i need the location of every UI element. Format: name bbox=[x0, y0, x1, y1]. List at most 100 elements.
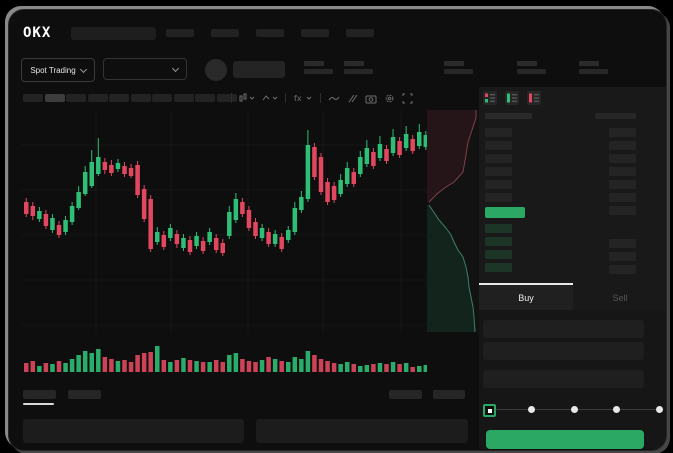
order-book-amount-row bbox=[609, 128, 636, 137]
order-book-amount-row bbox=[609, 154, 636, 163]
order-input[interactable] bbox=[483, 320, 644, 338]
stat-value bbox=[517, 69, 546, 74]
nav-item[interactable] bbox=[301, 29, 329, 37]
nav-item[interactable] bbox=[346, 29, 374, 37]
order-book-amount-row bbox=[609, 252, 636, 261]
ask-row bbox=[485, 180, 512, 189]
slider-handle[interactable] bbox=[483, 404, 496, 417]
compare-icon[interactable] bbox=[347, 93, 358, 104]
divider bbox=[285, 93, 286, 103]
order-book-bids-icon[interactable] bbox=[505, 91, 519, 105]
ticker-stat bbox=[344, 61, 373, 74]
orders-action-1[interactable] bbox=[389, 390, 422, 399]
orders-action-2[interactable] bbox=[433, 390, 465, 399]
slider-stop[interactable] bbox=[655, 406, 663, 413]
bid-row bbox=[485, 250, 512, 259]
divider bbox=[231, 93, 232, 103]
top-nav bbox=[166, 29, 374, 37]
nav-item[interactable] bbox=[211, 29, 239, 37]
ticker-stat bbox=[579, 61, 608, 74]
order-book-amount-row bbox=[609, 141, 636, 150]
timeframe-button[interactable] bbox=[216, 94, 237, 102]
nav-item[interactable] bbox=[166, 29, 194, 37]
pair-selector-dropdown[interactable] bbox=[103, 58, 187, 80]
timeframe-button[interactable] bbox=[195, 94, 215, 102]
app-window: OKX Spot Trading fx bbox=[8, 9, 667, 451]
ask-row bbox=[485, 193, 512, 202]
active-tab-underline bbox=[23, 403, 54, 405]
settings-gear-icon[interactable] bbox=[384, 93, 395, 104]
slider-stop[interactable] bbox=[570, 406, 578, 413]
search-input[interactable] bbox=[71, 27, 156, 40]
stat-value bbox=[304, 69, 333, 74]
order-form-tabs: Buy Sell bbox=[479, 283, 666, 310]
slider-stop[interactable] bbox=[613, 406, 620, 413]
order-book-amount-row bbox=[609, 180, 636, 189]
stat-label bbox=[344, 61, 364, 66]
pair-name-placeholder bbox=[233, 61, 285, 78]
ask-row bbox=[485, 128, 512, 137]
order-input[interactable] bbox=[483, 342, 644, 360]
ticker-stat bbox=[517, 61, 546, 74]
ticker-stat bbox=[444, 61, 473, 74]
token-avatar bbox=[205, 59, 227, 81]
ask-row bbox=[485, 141, 512, 150]
chevron-down-icon bbox=[79, 65, 87, 73]
stat-label bbox=[304, 61, 324, 66]
nav-item[interactable] bbox=[256, 29, 284, 37]
camera-icon[interactable] bbox=[365, 93, 377, 104]
slider-stop[interactable] bbox=[528, 406, 535, 413]
stat-value bbox=[444, 69, 473, 74]
timeframe-button[interactable] bbox=[109, 94, 129, 102]
order-book-amount-row bbox=[609, 239, 636, 248]
timeframe-button[interactable] bbox=[173, 94, 194, 102]
stat-label bbox=[517, 61, 537, 66]
timeframe-button[interactable] bbox=[66, 94, 86, 102]
candles-group bbox=[24, 124, 427, 256]
stat-label bbox=[579, 61, 599, 66]
indicators-icon[interactable]: fx bbox=[293, 93, 313, 104]
candlestick-chart[interactable] bbox=[21, 110, 427, 332]
line-chart-icon[interactable] bbox=[328, 93, 340, 104]
ask-row bbox=[485, 154, 512, 163]
depth-chart bbox=[427, 110, 481, 332]
orders-list-placeholder bbox=[256, 419, 468, 443]
fullscreen-icon[interactable] bbox=[402, 93, 413, 104]
timeframe-button[interactable] bbox=[152, 94, 172, 102]
stat-value bbox=[344, 69, 373, 74]
order-book-asks-icon[interactable] bbox=[527, 91, 541, 105]
timeframe-button[interactable] bbox=[130, 94, 151, 102]
bid-row bbox=[485, 224, 512, 233]
timeframe-button[interactable] bbox=[87, 94, 108, 102]
order-book-view-switch bbox=[483, 91, 541, 105]
timeframe-row bbox=[23, 94, 237, 102]
chevron-down-icon bbox=[171, 64, 180, 72]
buy-submit-button[interactable] bbox=[486, 430, 644, 449]
chart-toolbar: fx bbox=[231, 92, 413, 104]
order-book-amount-row bbox=[609, 167, 636, 176]
order-book-header-left bbox=[485, 113, 532, 119]
timeframe-button[interactable] bbox=[23, 94, 43, 102]
order-book-both-icon[interactable] bbox=[483, 91, 497, 105]
interval-style-icon[interactable] bbox=[262, 93, 278, 104]
candle-type-icon[interactable] bbox=[239, 93, 255, 104]
orders-list-placeholder bbox=[23, 419, 244, 443]
svg-text:fx: fx bbox=[294, 94, 302, 103]
order-book-amount-row bbox=[609, 265, 636, 274]
divider bbox=[320, 93, 321, 103]
timeframe-button[interactable] bbox=[44, 94, 65, 102]
market-type-label: Spot Trading bbox=[30, 65, 76, 75]
orders-tab-2[interactable] bbox=[68, 390, 101, 399]
orders-tab-active[interactable] bbox=[23, 390, 56, 399]
volume-chart bbox=[24, 346, 427, 372]
tab-sell[interactable]: Sell bbox=[573, 283, 666, 310]
market-type-dropdown[interactable]: Spot Trading bbox=[21, 58, 95, 82]
order-book-amount-row bbox=[609, 193, 636, 202]
order-input[interactable] bbox=[483, 370, 644, 388]
bid-row bbox=[485, 263, 512, 272]
okx-logo[interactable]: OKX bbox=[23, 25, 52, 41]
stat-label bbox=[444, 61, 464, 66]
last-price-badge[interactable] bbox=[485, 207, 525, 218]
tab-buy[interactable]: Buy bbox=[479, 283, 573, 310]
stat-value bbox=[579, 69, 608, 74]
